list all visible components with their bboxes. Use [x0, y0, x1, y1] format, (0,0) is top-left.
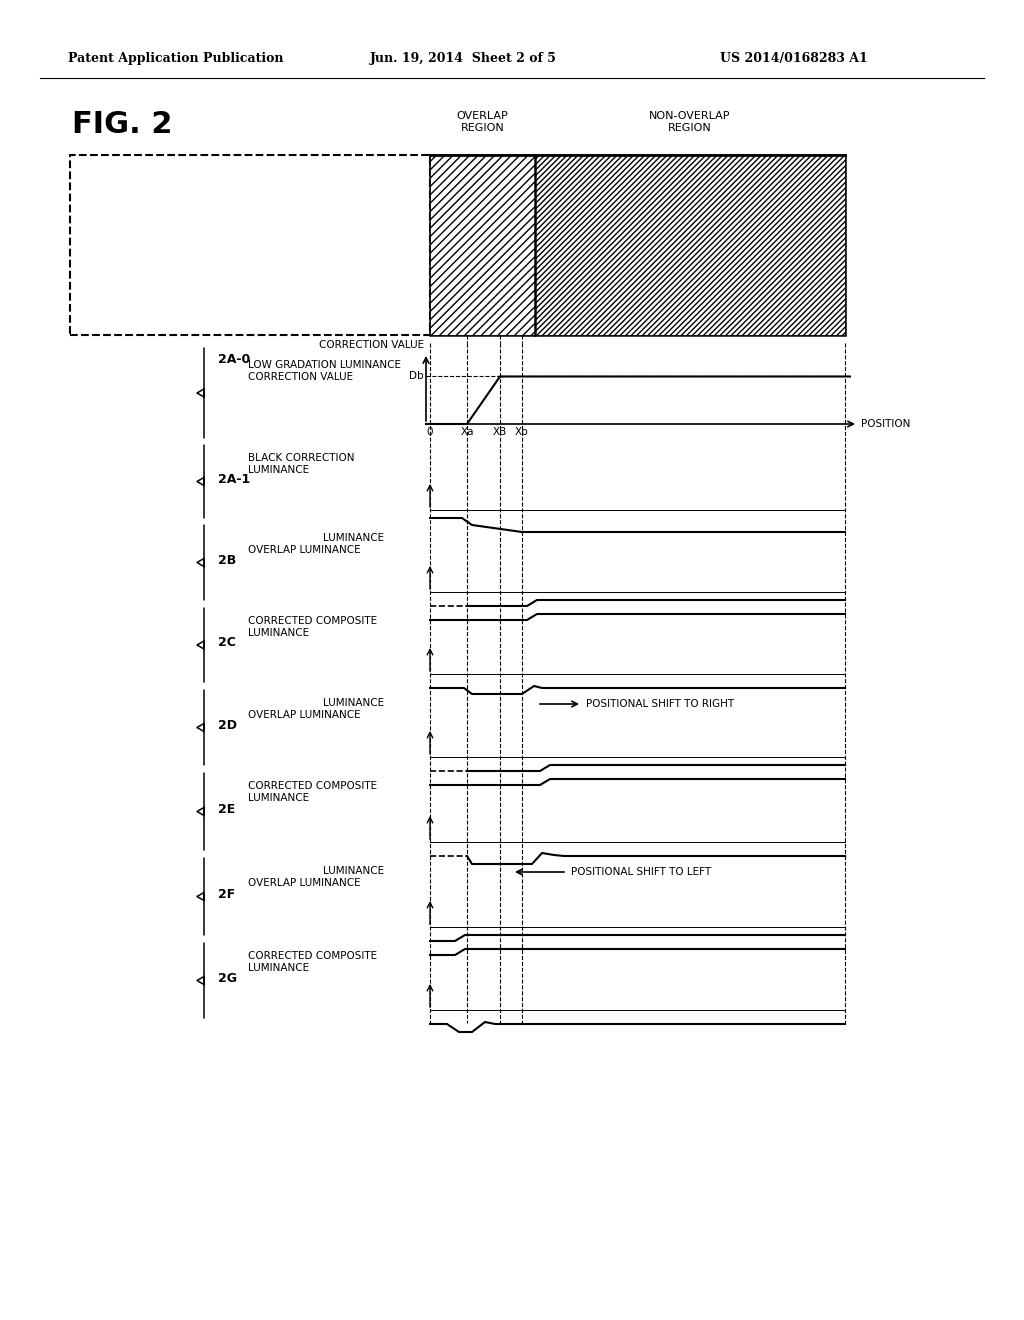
Text: 2A-1: 2A-1 [218, 473, 250, 486]
Bar [70, 154, 430, 335]
Text: CORRECTION VALUE: CORRECTION VALUE [318, 341, 424, 350]
Text: OVERLAP LUMINANCE: OVERLAP LUMINANCE [248, 545, 360, 554]
Text: CORRECTED COMPOSITE: CORRECTED COMPOSITE [248, 950, 377, 961]
Bar [430, 154, 535, 335]
Text: FIG. 2: FIG. 2 [72, 110, 172, 139]
Text: 2F: 2F [218, 888, 236, 902]
Text: OVERLAP LUMINANCE: OVERLAP LUMINANCE [248, 878, 360, 888]
Text: 2D: 2D [218, 719, 237, 733]
Text: 2C: 2C [218, 636, 236, 649]
Text: NON-OVERLAP
REGION: NON-OVERLAP REGION [649, 111, 731, 133]
Text: Xb: Xb [515, 426, 528, 437]
Text: XB: XB [493, 426, 507, 437]
Text: OVERLAP
REGION: OVERLAP REGION [457, 111, 508, 133]
Text: OVERLAP LUMINANCE: OVERLAP LUMINANCE [248, 710, 360, 719]
Text: LUMINANCE: LUMINANCE [248, 465, 309, 475]
Text: LUMINANCE: LUMINANCE [248, 964, 309, 973]
Text: Xa: Xa [460, 426, 474, 437]
Text: CORRECTION VALUE: CORRECTION VALUE [248, 372, 353, 381]
Text: LUMINANCE: LUMINANCE [323, 698, 384, 708]
Text: Jun. 19, 2014  Sheet 2 of 5: Jun. 19, 2014 Sheet 2 of 5 [370, 51, 557, 65]
Text: Patent Application Publication: Patent Application Publication [68, 51, 284, 65]
Text: 2B: 2B [218, 554, 237, 568]
Text: 2A-0: 2A-0 [218, 352, 250, 366]
Text: CORRECTED COMPOSITE: CORRECTED COMPOSITE [248, 616, 377, 626]
Text: LOW GRADATION LUMINANCE: LOW GRADATION LUMINANCE [248, 360, 401, 370]
Text: 0: 0 [427, 426, 433, 437]
Text: POSITION: POSITION [861, 418, 910, 429]
Text: 2G: 2G [218, 972, 237, 985]
Text: CORRECTED COMPOSITE: CORRECTED COMPOSITE [248, 781, 377, 791]
Text: Db: Db [410, 371, 424, 381]
Text: LUMINANCE: LUMINANCE [248, 628, 309, 638]
Text: US 2014/0168283 A1: US 2014/0168283 A1 [720, 51, 867, 65]
Bar [430, 154, 845, 335]
Text: 2E: 2E [218, 803, 236, 816]
Text: LUMINANCE: LUMINANCE [323, 866, 384, 876]
Text: POSITIONAL SHIFT TO RIGHT: POSITIONAL SHIFT TO RIGHT [586, 700, 734, 709]
Text: POSITIONAL SHIFT TO LEFT: POSITIONAL SHIFT TO LEFT [571, 867, 711, 876]
Text: LUMINANCE: LUMINANCE [323, 533, 384, 543]
Text: LUMINANCE: LUMINANCE [248, 793, 309, 803]
Text: BLACK CORRECTION: BLACK CORRECTION [248, 453, 354, 463]
Bar [535, 154, 845, 335]
